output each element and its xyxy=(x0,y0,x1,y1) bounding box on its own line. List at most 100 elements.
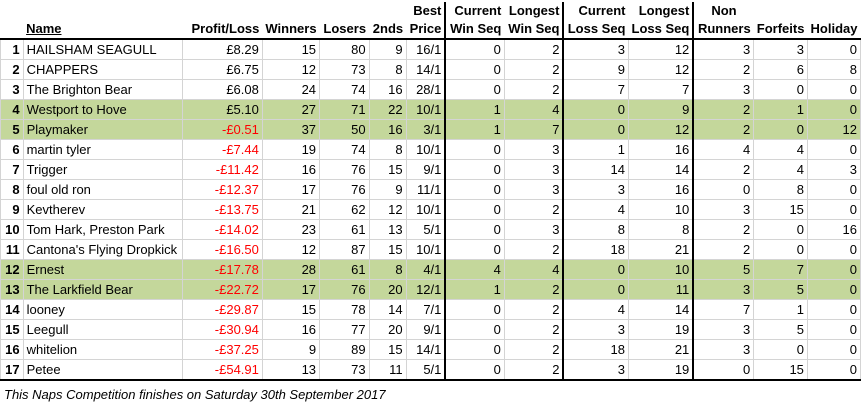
winners-cell: 12 xyxy=(261,59,321,80)
forfeits-cell: 0 xyxy=(753,119,808,140)
longest-win-seq-cell: 2 xyxy=(503,79,565,100)
forfeits-cell: 7 xyxy=(753,259,808,280)
longest-win-seq-cell: 4 xyxy=(503,99,565,120)
profit-loss-cell: £6.75 xyxy=(182,59,263,80)
forfeits-cell: 0 xyxy=(753,219,808,240)
rank-cell: 12 xyxy=(0,259,24,280)
current-win-seq-cell: 1 xyxy=(444,279,505,300)
current-loss-seq-cell: 18 xyxy=(562,239,630,260)
best-price-cell: 16/1 xyxy=(405,38,446,60)
name-cell: CHAPPERS xyxy=(22,59,184,80)
rank-cell: 2 xyxy=(0,59,24,80)
longest-loss-seq-cell: 21 xyxy=(628,339,695,360)
best-price-cell: 9/1 xyxy=(405,319,446,340)
seconds-cell: 9 xyxy=(368,38,407,60)
winners-cell: 17 xyxy=(261,279,321,300)
non-runners-cell: 3 xyxy=(692,319,755,340)
holiday-cell: 0 xyxy=(806,259,861,280)
forfeits-cell: 15 xyxy=(753,199,808,220)
losers-cell: 71 xyxy=(319,99,370,120)
rank-cell: 17 xyxy=(0,359,24,381)
name-cell: HAILSHAM SEAGULL xyxy=(22,38,184,60)
longest-loss-seq-cell: 8 xyxy=(628,219,695,240)
longest-win-seq-cell: 2 xyxy=(503,59,565,80)
rank-cell: 11 xyxy=(0,239,24,260)
losers-cell: 80 xyxy=(319,38,370,60)
name-cell: foul old ron xyxy=(22,179,184,200)
losers-cell: 61 xyxy=(319,219,370,240)
current-win-seq-cell: 0 xyxy=(444,59,505,80)
winners-cell: 16 xyxy=(261,319,321,340)
profit-loss-cell: -£22.72 xyxy=(182,279,263,300)
holiday-cell: 0 xyxy=(806,299,861,320)
current-win-seq-cell: 1 xyxy=(444,99,505,120)
forfeits-cell: 5 xyxy=(753,279,808,300)
seconds-cell: 16 xyxy=(368,79,407,100)
holiday-cell: 0 xyxy=(806,139,861,160)
forfeits-cell: 6 xyxy=(753,59,808,80)
winners-cell: 21 xyxy=(261,199,321,220)
holiday-cell: 16 xyxy=(806,219,861,240)
table-row: 14 looney -£29.87 15 78 14 7/1 0 2 4 14 7 1 0 xyxy=(0,299,861,320)
longest-win-seq-cell: 3 xyxy=(503,219,565,240)
profit-loss-cell: -£0.51 xyxy=(182,119,263,140)
table-row: 2 CHAPPERS £6.75 12 73 8 14/1 0 2 9 12 2 6 8 xyxy=(0,59,861,80)
profit-loss-cell: -£37.25 xyxy=(182,339,263,360)
longest-loss-seq-cell: 19 xyxy=(628,359,695,381)
holiday-cell: 0 xyxy=(806,79,861,100)
non-runners-cell: 7 xyxy=(692,299,755,320)
non-runners-cell: 2 xyxy=(692,239,755,260)
holiday-cell: 0 xyxy=(806,339,861,360)
rank-cell: 16 xyxy=(0,339,24,360)
name-cell: The Brighton Bear xyxy=(22,79,184,100)
non-runners-cell: 3 xyxy=(692,38,755,60)
name-cell: The Larkfield Bear xyxy=(22,279,184,300)
header-forfeits: Forfeits xyxy=(753,19,808,40)
holiday-cell: 0 xyxy=(806,359,861,381)
rank-cell: 1 xyxy=(0,38,24,60)
header-row-bottom: Name Profit/Loss Winners Losers 2nds Pri… xyxy=(0,19,861,40)
current-loss-seq-cell: 14 xyxy=(562,159,630,180)
header-longest-win-2: Win Seq xyxy=(504,19,565,40)
profit-loss-cell: £6.08 xyxy=(182,79,263,100)
longest-win-seq-cell: 2 xyxy=(503,199,565,220)
current-loss-seq-cell: 3 xyxy=(562,319,630,340)
holiday-cell: 0 xyxy=(806,279,861,300)
non-runners-cell: 3 xyxy=(692,79,755,100)
header-seconds: 2nds xyxy=(369,19,407,40)
seconds-cell: 13 xyxy=(368,219,407,240)
best-price-cell: 7/1 xyxy=(405,299,446,320)
table-row: 4 Westport to Hove £5.10 27 71 22 10/1 1 4 0 9 2 1 0 xyxy=(0,99,861,120)
longest-win-seq-cell: 4 xyxy=(503,259,565,280)
name-cell: Trigger xyxy=(22,159,184,180)
current-win-seq-cell: 4 xyxy=(444,259,505,280)
winners-cell: 16 xyxy=(261,159,321,180)
longest-loss-seq-cell: 10 xyxy=(628,259,695,280)
best-price-cell: 28/1 xyxy=(405,79,446,100)
best-price-cell: 5/1 xyxy=(405,219,446,240)
rank-cell: 4 xyxy=(0,99,24,120)
longest-loss-seq-cell: 16 xyxy=(628,139,695,160)
current-loss-seq-cell: 4 xyxy=(562,299,630,320)
header-name: Name xyxy=(23,19,183,40)
longest-loss-seq-cell: 14 xyxy=(628,299,695,320)
current-loss-seq-cell: 4 xyxy=(562,199,630,220)
longest-loss-seq-cell: 9 xyxy=(628,99,695,120)
current-win-seq-cell: 0 xyxy=(444,319,505,340)
longest-loss-seq-cell: 21 xyxy=(628,239,695,260)
winners-cell: 28 xyxy=(261,259,321,280)
holiday-cell: 0 xyxy=(806,179,861,200)
current-win-seq-cell: 0 xyxy=(444,179,505,200)
header-longest-win-1: Longest xyxy=(504,2,565,19)
non-runners-cell: 3 xyxy=(692,279,755,300)
current-win-seq-cell: 0 xyxy=(444,159,505,180)
seconds-cell: 8 xyxy=(368,259,407,280)
seconds-cell: 8 xyxy=(368,139,407,160)
profit-loss-cell: -£17.78 xyxy=(182,259,263,280)
best-price-cell: 9/1 xyxy=(405,159,446,180)
table-row: 10 Tom Hark, Preston Park -£14.02 23 61 13 5/1… xyxy=(0,219,861,240)
header-rank xyxy=(0,19,24,40)
rank-cell: 14 xyxy=(0,299,24,320)
winners-cell: 24 xyxy=(261,79,321,100)
header-winners: Winners xyxy=(262,19,320,40)
